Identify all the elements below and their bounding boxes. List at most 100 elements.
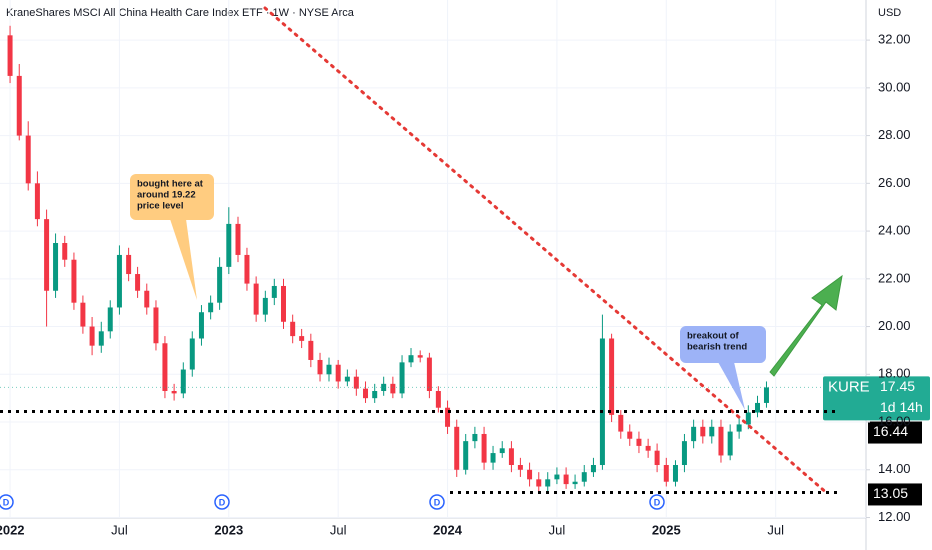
- candle-body: [408, 355, 414, 363]
- y-tick-label: 24.00: [878, 223, 911, 238]
- candle-body: [116, 254, 122, 308]
- candle-body: [727, 431, 733, 456]
- arrow: [769, 274, 843, 377]
- candle-body: [527, 469, 533, 480]
- x-tick-label: Jul: [767, 522, 784, 537]
- candle-body: [691, 426, 697, 442]
- candle-body: [80, 302, 86, 327]
- candle-body: [235, 223, 241, 255]
- candle-body: [208, 302, 214, 313]
- candle-body: [517, 465, 523, 470]
- dividend-marker: [649, 494, 665, 510]
- candle-body: [736, 424, 742, 432]
- candle-body: [709, 426, 715, 437]
- candle-body: [763, 387, 769, 403]
- candle-body: [317, 359, 323, 375]
- candle-body: [755, 402, 761, 413]
- candle-body: [353, 376, 359, 389]
- level-label-box: [868, 483, 922, 506]
- candle-body: [53, 243, 59, 291]
- x-tick-label: 2024: [433, 522, 463, 537]
- candle-body: [335, 364, 341, 382]
- candle-body: [226, 223, 232, 267]
- candle-body: [636, 438, 642, 446]
- candle-body: [627, 431, 633, 439]
- candle-body: [144, 290, 150, 308]
- candle-body: [609, 338, 615, 415]
- candle-body: [290, 321, 296, 337]
- candle-body: [126, 254, 132, 275]
- callout-box: [680, 326, 766, 363]
- callout-text: bearish trend: [687, 342, 747, 353]
- candle-body: [253, 283, 259, 315]
- x-tick-label: 2025: [652, 522, 681, 537]
- candle-body: [153, 307, 159, 344]
- dividend-label: D: [654, 497, 661, 507]
- symbol-label: KURE: [828, 378, 870, 395]
- candle-body: [481, 433, 487, 463]
- x-tick-label: Jul: [330, 522, 347, 537]
- candle-body: [16, 75, 22, 136]
- candles: [7, 25, 769, 492]
- dividend-marker: [0, 494, 14, 510]
- currency: USD: [878, 7, 901, 19]
- y-tick-label: 22.00: [878, 270, 911, 285]
- x-tick-label: 2022: [0, 522, 25, 537]
- x-tick-label: 2023: [214, 522, 243, 537]
- last-price-label: 17.45: [880, 378, 915, 394]
- y-tick-label: 20.00: [878, 318, 911, 333]
- level-label-box: [868, 421, 922, 444]
- candle-body: [89, 326, 95, 346]
- candle-body: [536, 479, 542, 487]
- candle-body: [198, 312, 204, 339]
- callout-pointer: [170, 219, 197, 300]
- candle-body: [171, 391, 177, 394]
- y-tick-label: 12.00: [878, 509, 911, 524]
- candle-body: [563, 474, 569, 485]
- candle-body: [618, 414, 624, 432]
- candle-body: [745, 412, 751, 425]
- candle-body: [62, 243, 68, 260]
- y-tick-label: 26.00: [878, 175, 911, 190]
- candle-body: [572, 481, 578, 485]
- callout-text: breakout of: [687, 331, 740, 342]
- candle-body: [44, 219, 50, 291]
- candle-body: [180, 369, 186, 394]
- candle-body: [472, 433, 478, 442]
- candle-body: [718, 426, 724, 456]
- y-tick-label: 18.00: [878, 366, 911, 381]
- candle-body: [326, 364, 332, 375]
- candle-body: [672, 465, 678, 482]
- candle-body: [645, 445, 651, 451]
- chart-title: KraneShares MSCI All China Health Care I…: [6, 7, 355, 19]
- candle-body: [71, 259, 77, 303]
- candle-body: [417, 355, 423, 358]
- x-tick-label: Jul: [549, 522, 566, 537]
- dividend-label: D: [434, 497, 441, 507]
- dividend-label: D: [3, 497, 10, 507]
- dividend-marker: [429, 494, 445, 510]
- candle-body: [545, 479, 551, 487]
- candle-body: [581, 472, 587, 482]
- candle-body: [445, 407, 451, 427]
- callout-text: price level: [137, 201, 183, 212]
- candle-body: [7, 35, 13, 76]
- callout-pointer: [718, 362, 745, 410]
- y-tick-label: 30.00: [878, 79, 911, 94]
- candle-body: [135, 274, 141, 291]
- candle-body: [700, 426, 706, 437]
- candle-body: [663, 465, 669, 482]
- candle-body: [463, 441, 469, 470]
- candle-body: [34, 183, 40, 220]
- candle-body: [599, 338, 605, 466]
- y-tick-label: 16.00: [878, 413, 911, 428]
- candle-body: [554, 474, 560, 480]
- candle-body: [508, 448, 514, 466]
- level-label: 13.05: [873, 485, 908, 501]
- candle-body: [590, 465, 596, 473]
- candle-body: [399, 362, 405, 394]
- y-tick-label: 14.00: [878, 461, 911, 476]
- callout-text: around 19.22: [137, 190, 196, 201]
